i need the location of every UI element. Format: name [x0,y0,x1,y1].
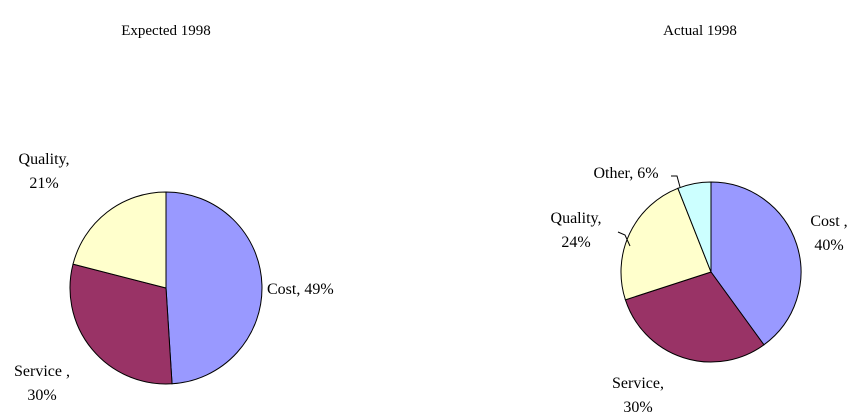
leader-line-actual-other [671,175,681,188]
pie-slice-actual-other [677,181,712,273]
data-label-actual-service: Service, 30% [612,375,664,416]
data-label-actual-quality: Quality, 24% [551,210,602,251]
pie-slice-actual-service [624,271,765,363]
data-label-actual-cost: Cost , 40% [810,213,847,254]
data-label-expected-cost: Cost, 49% [267,281,334,298]
pie-slice-expected-quality [72,191,167,289]
pie-slice-expected-service [69,263,173,385]
leader-line-actual-quality [617,231,631,247]
data-label-actual-other: Other, 6% [593,165,658,182]
data-label-expected-service: Service , 30% [14,363,70,404]
chart-title-expected: Expected 1998 [121,23,211,39]
pie-slice-actual-cost [710,181,802,346]
chart-title-actual: Actual 1998 [663,23,737,39]
pie-slice-expected-cost [165,191,263,385]
data-label-expected-quality: Quality, 21% [19,151,70,192]
